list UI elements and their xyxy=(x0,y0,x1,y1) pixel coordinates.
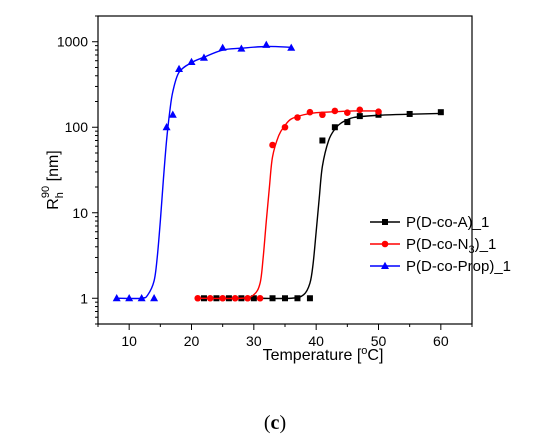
y-axis-title: Rh90 [nm] xyxy=(40,150,66,210)
data-point-square xyxy=(294,295,301,302)
y-tick-label: 1 xyxy=(80,290,88,306)
legend-entry-3: P(D-co-Prop)_1 xyxy=(370,258,511,275)
data-point-triangle xyxy=(237,44,246,52)
data-point-circle xyxy=(319,111,326,119)
data-point-triangle xyxy=(199,53,208,61)
data-point-square xyxy=(356,113,363,120)
data-point-triangle xyxy=(262,40,271,48)
x-tick-label: 50 xyxy=(371,333,387,349)
data-point-triangle xyxy=(287,43,296,51)
data-point-square xyxy=(306,295,313,302)
data-point-square xyxy=(319,137,326,144)
data-point-square xyxy=(269,295,276,302)
x-axis-title: Temperature [oC] xyxy=(263,345,384,364)
data-point-circle xyxy=(269,141,276,149)
data-point-circle xyxy=(206,294,214,302)
legend-label: P(D-co-Prop)_1 xyxy=(406,258,511,275)
series-line xyxy=(116,45,292,300)
data-point-circle xyxy=(294,114,301,121)
y-tick-label: 1000 xyxy=(57,34,88,50)
data-point-triangle xyxy=(218,43,227,51)
series-3 xyxy=(112,40,296,302)
data-point-triangle xyxy=(187,57,196,65)
data-point-circle xyxy=(344,109,351,116)
data-point-square xyxy=(437,109,444,116)
legend-entry-1: P(D-co-A)_1 xyxy=(370,214,489,231)
x-tick-label: 20 xyxy=(184,333,200,349)
data-point-square xyxy=(382,219,388,225)
data-point-square xyxy=(282,295,288,302)
data-point-square xyxy=(250,295,257,302)
data-point-square xyxy=(344,119,351,126)
series-2 xyxy=(194,106,382,302)
data-point-triangle xyxy=(168,110,177,118)
data-point-triangle xyxy=(112,294,121,302)
data-point-circle xyxy=(306,108,314,116)
x-tick-label: 60 xyxy=(433,333,449,349)
y-tick-label: 10 xyxy=(72,205,88,221)
data-point-circle xyxy=(381,240,389,248)
data-point-triangle xyxy=(175,64,184,72)
data-point-circle xyxy=(244,294,251,302)
data-point-circle xyxy=(219,294,226,302)
x-tick-label: 10 xyxy=(121,333,137,349)
panel-label: (c) xyxy=(264,412,286,434)
data-point-triangle xyxy=(125,294,134,302)
data-point-circle xyxy=(331,107,339,115)
data-point-circle xyxy=(375,108,382,115)
data-point-square xyxy=(331,124,338,131)
legend-label: P(D-co-A)_1 xyxy=(406,214,489,231)
legend: P(D-co-A)_1 P(D-co-N3)_1 P(D-co-Prop)_1 xyxy=(370,214,511,275)
data-point-triangle xyxy=(381,261,389,269)
series-layer xyxy=(112,40,444,302)
x-tick-label: 30 xyxy=(246,333,262,349)
x-axis: 10 20 30 40 50 60 xyxy=(97,324,473,349)
data-point-square xyxy=(406,110,413,117)
data-point-circle xyxy=(194,294,202,302)
data-point-triangle xyxy=(162,123,171,131)
x-tick-label: 40 xyxy=(308,333,324,349)
data-point-circle xyxy=(256,294,264,302)
series-line xyxy=(197,110,379,300)
data-point-circle xyxy=(231,294,239,302)
legend-label: P(D-co-N3)_1 xyxy=(406,236,496,256)
data-point-circle xyxy=(281,123,289,131)
y-tick-label: 100 xyxy=(65,119,89,135)
data-point-circle xyxy=(356,106,364,114)
legend-entry-2: P(D-co-N3)_1 xyxy=(370,236,496,256)
data-point-triangle xyxy=(137,294,146,302)
data-point-triangle xyxy=(150,294,159,302)
y-axis: 1 10 100 1000 xyxy=(57,15,98,325)
